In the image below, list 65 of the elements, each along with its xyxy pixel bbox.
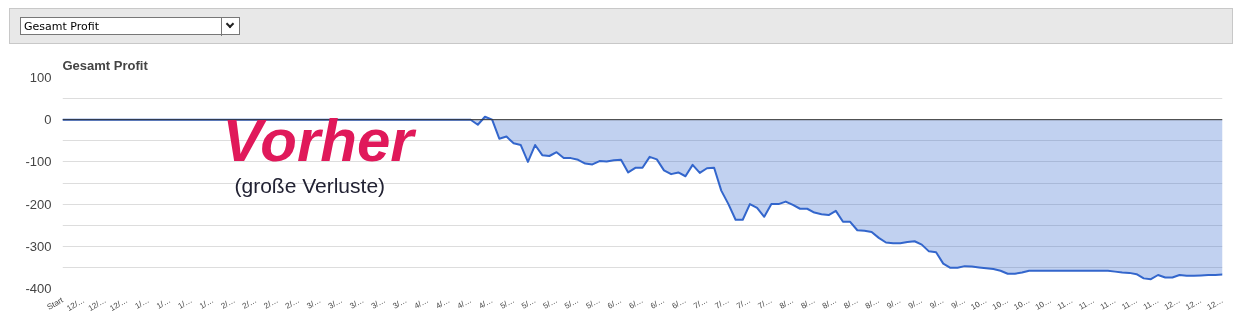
x-tick-label: 12… xyxy=(1205,295,1225,312)
x-tick-label: 8/… xyxy=(820,295,839,311)
x-tick-label: 12/… xyxy=(65,295,87,313)
x-tick-label: Start xyxy=(45,295,66,312)
x-tick-label: 10… xyxy=(1012,295,1032,312)
x-tick-label: 8/… xyxy=(842,295,860,311)
x-tick-label: 6/… xyxy=(649,295,667,311)
x-tick-label: 10… xyxy=(969,295,989,312)
x-tick-label: 3/… xyxy=(369,295,387,311)
x-tick-label: 5/… xyxy=(498,295,516,311)
x-tick-label: 4/… xyxy=(412,295,430,311)
x-tick-label: 9/… xyxy=(949,295,967,311)
y-tick-label: -100 xyxy=(25,154,52,170)
y-tick-label: -200 xyxy=(25,196,52,212)
x-tick-label: 12/… xyxy=(86,295,108,313)
chart-title: Gesamt Profit xyxy=(62,57,149,73)
x-tick-label: 3/… xyxy=(305,295,323,311)
x-tick-label: 11… xyxy=(1077,295,1096,312)
x-tick-label: 12… xyxy=(1162,295,1182,312)
x-tick-label: 9/… xyxy=(885,295,903,311)
x-tick-label: 7/… xyxy=(713,295,731,311)
x-tick-label: 3/… xyxy=(391,295,409,311)
x-tick-label: 8/… xyxy=(863,295,882,311)
y-tick-label: 0 xyxy=(44,112,52,128)
x-tick-label: 4/… xyxy=(477,295,495,311)
x-tick-label: 4/… xyxy=(455,295,473,311)
x-tick-label: 12… xyxy=(1184,295,1204,312)
x-tick-label: 7/… xyxy=(734,295,753,311)
x-tick-label: 8/… xyxy=(799,295,817,311)
x-tick-label: 5/… xyxy=(541,295,559,311)
x-tick-label: 1/… xyxy=(133,295,151,311)
x-tick-label: 11… xyxy=(1141,295,1161,312)
x-tick-label: 7/… xyxy=(691,295,710,311)
x-tick-label: 5/… xyxy=(563,295,581,311)
x-tick-label: 6/… xyxy=(606,295,624,311)
x-tick-label: 1/… xyxy=(197,295,216,311)
x-tick-label: 7/… xyxy=(756,295,774,311)
x-tick-label: 3/… xyxy=(348,295,366,311)
x-tick-label: 4/… xyxy=(434,295,452,311)
x-tick-label: 8/… xyxy=(777,295,796,311)
x-tick-label: 6/… xyxy=(670,295,688,311)
x-tick-label: 2/… xyxy=(262,295,280,311)
x-tick-label: 2/… xyxy=(283,295,302,311)
x-tick-label: 1/… xyxy=(154,295,173,311)
y-tick-label: -400 xyxy=(25,281,52,296)
x-tick-label: 11… xyxy=(1055,295,1075,312)
x-tick-label: 3/… xyxy=(326,295,345,311)
x-tick-label: 11… xyxy=(1120,295,1139,312)
x-tick-label: 9/… xyxy=(928,295,946,311)
x-tick-label: 5/… xyxy=(520,295,538,311)
x-tick-label: 10… xyxy=(990,295,1010,312)
x-tick-label: 2/… xyxy=(240,295,259,311)
x-tick-label: 12/… xyxy=(108,295,130,313)
x-tick-label: 11… xyxy=(1098,295,1118,312)
x-tick-label: 6/… xyxy=(627,295,645,311)
annotation: (große Verluste) xyxy=(234,173,386,197)
x-tick-label: 9/… xyxy=(906,295,925,311)
x-tick-label: 5/… xyxy=(584,295,602,311)
annotation: Vorher xyxy=(222,106,418,174)
y-tick-label: 100 xyxy=(29,70,52,85)
text: Gesamt Profit xyxy=(20,17,240,35)
x-tick-label: 2/… xyxy=(219,295,237,311)
x-tick-label: 10… xyxy=(1033,295,1053,312)
y-tick-label: -300 xyxy=(25,238,52,254)
x-tick-label: 1/… xyxy=(176,295,194,311)
